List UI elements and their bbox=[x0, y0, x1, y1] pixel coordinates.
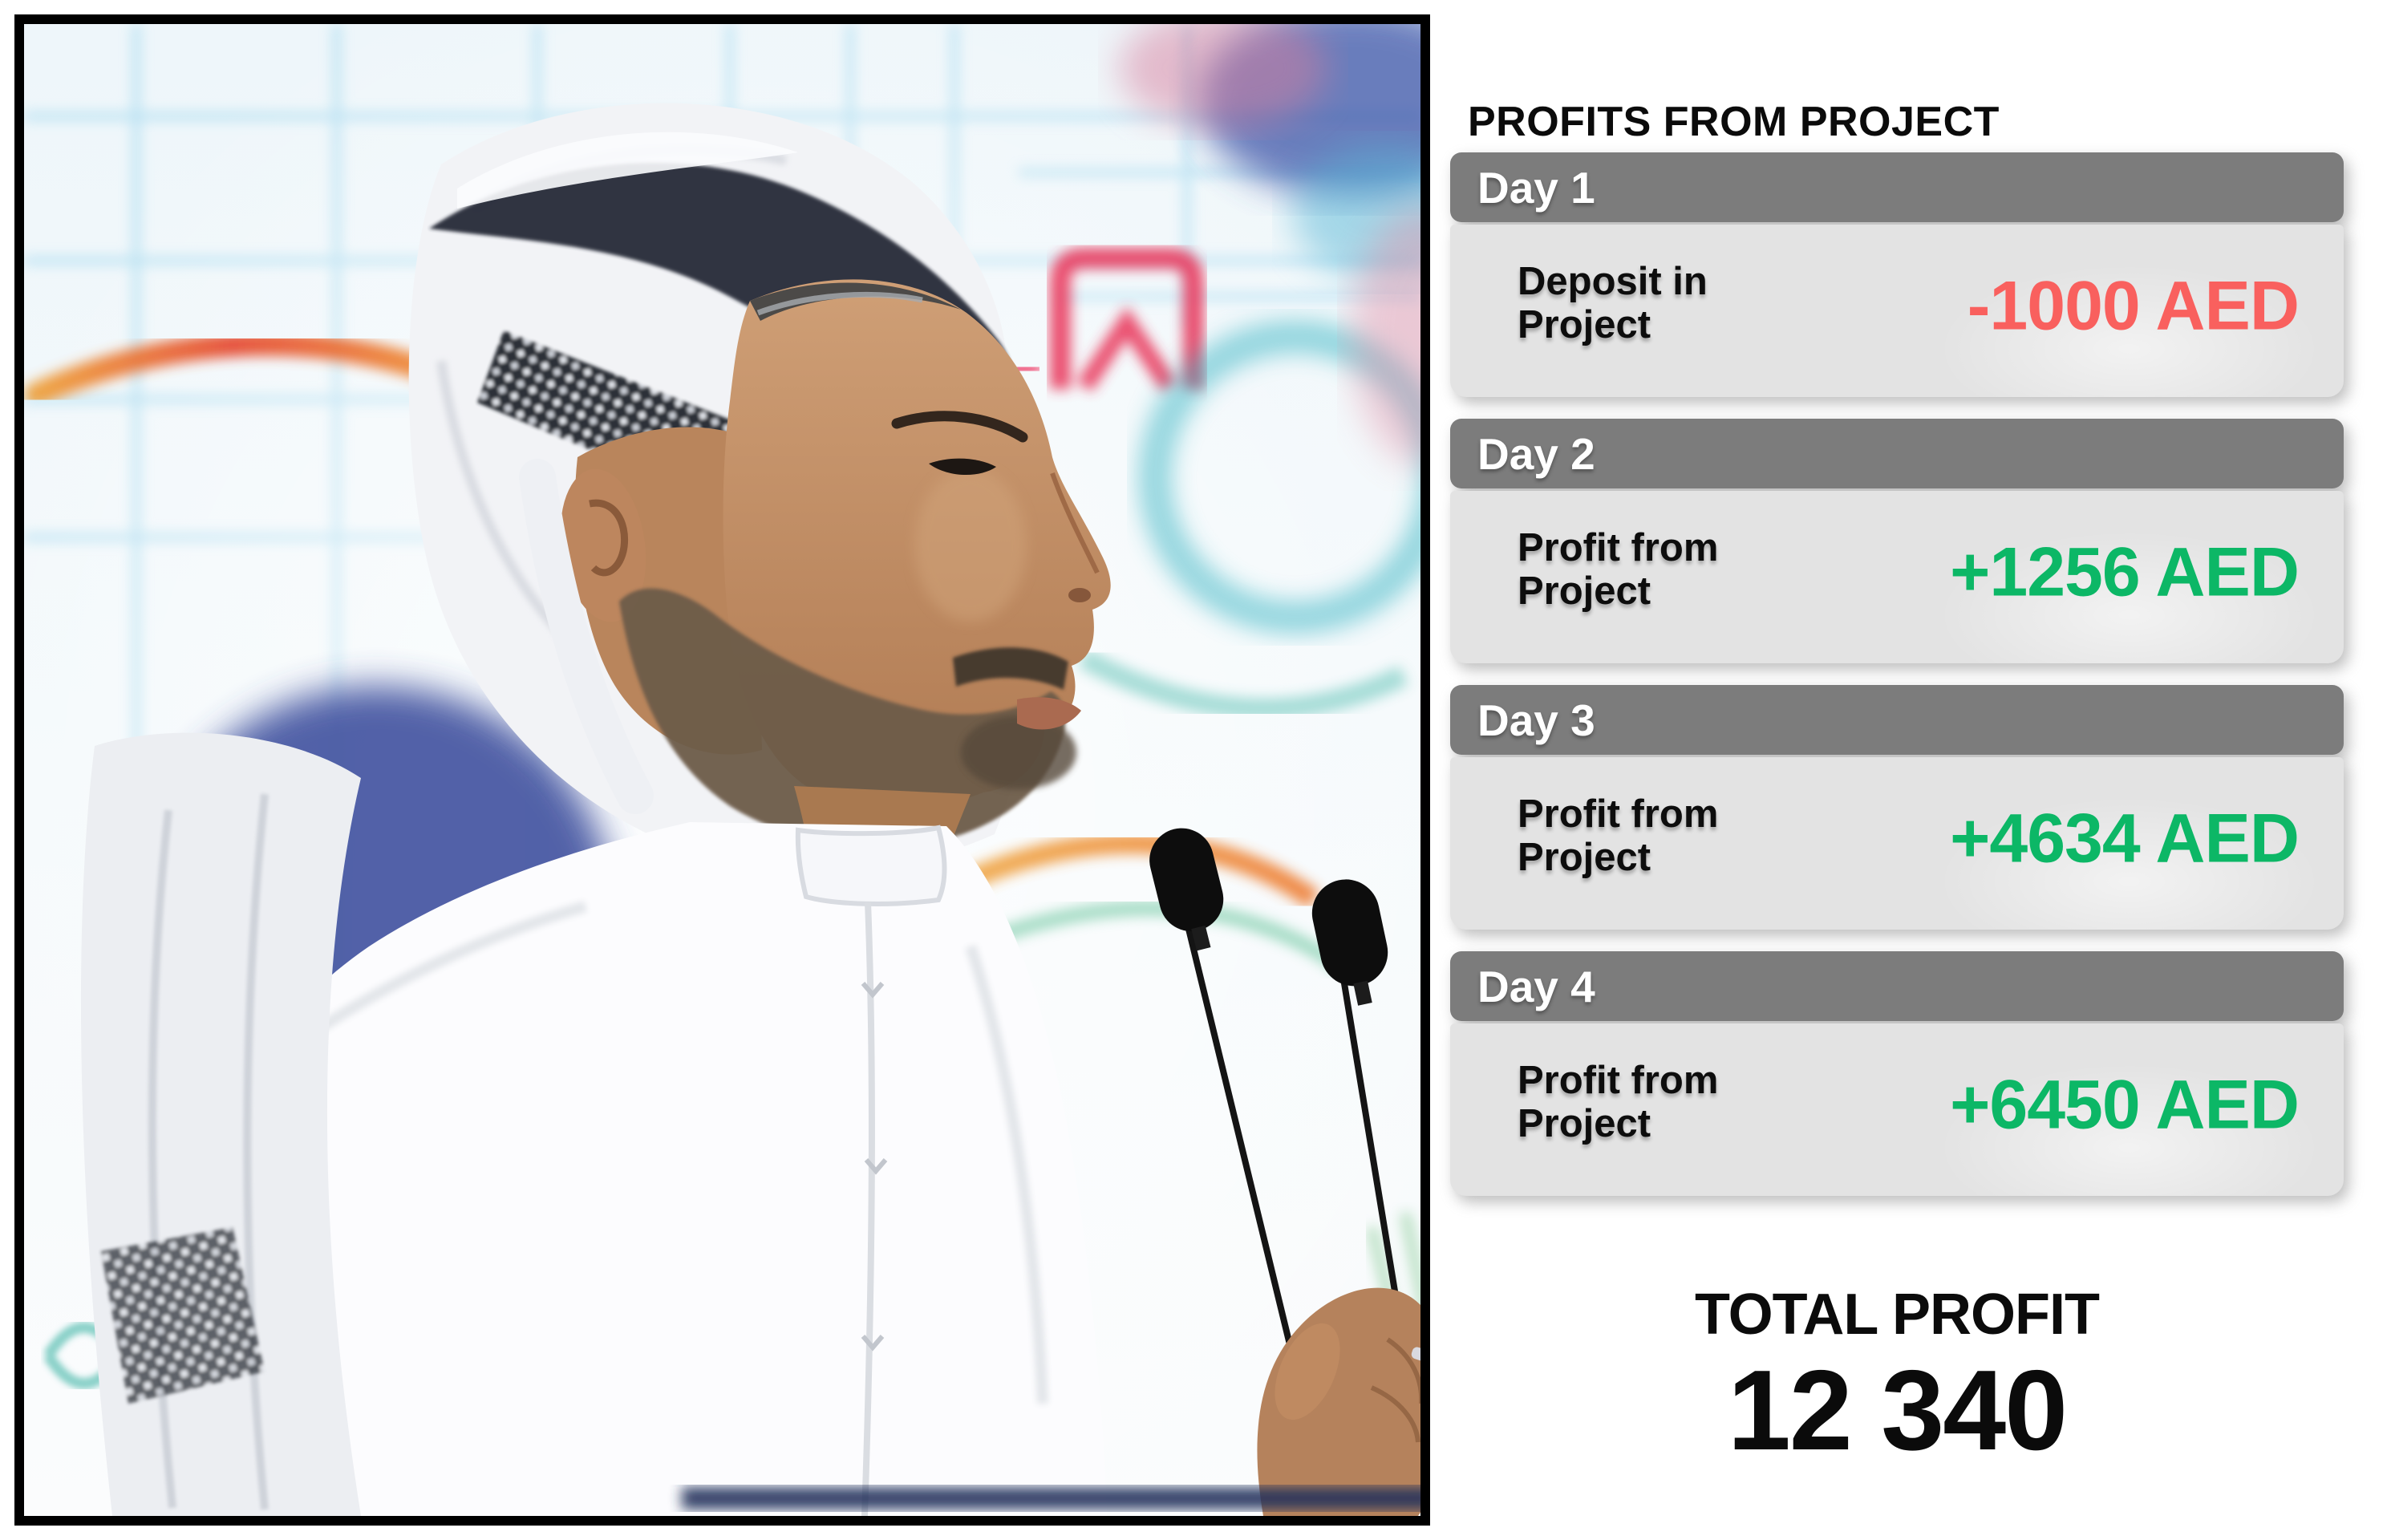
entry-label: Profit from Project bbox=[1518, 792, 1718, 879]
nose-line bbox=[1050, 472, 1100, 574]
day-card: Day 3 Profit from Project +4634 AED bbox=[1450, 685, 2344, 930]
entry-label-line1: Profit from bbox=[1518, 792, 1719, 836]
scarf-front-edge bbox=[519, 459, 654, 814]
eyebrow bbox=[891, 411, 1028, 443]
day-card-body: Profit from Project +4634 AED bbox=[1450, 757, 2344, 930]
day-card: Day 4 Profit from Project +6450 AED bbox=[1450, 951, 2344, 1196]
entry-label-line1: Deposit in bbox=[1518, 260, 1708, 303]
eye bbox=[929, 458, 996, 476]
microphone-right-icon bbox=[1311, 879, 1420, 1468]
placket bbox=[861, 902, 875, 1516]
entry-label: Profit from Project bbox=[1518, 1059, 1718, 1145]
orange-arc-left bbox=[24, 331, 441, 407]
ghutra-drape bbox=[80, 732, 361, 1516]
collar bbox=[795, 825, 947, 906]
amount-value: +4634 AED bbox=[1950, 800, 2300, 877]
day-card-body: Profit from Project +1256 AED bbox=[1450, 491, 2344, 663]
hair-fringe bbox=[750, 282, 961, 321]
amount-value: -1000 AED bbox=[1967, 267, 2300, 345]
pink-blob-top-right bbox=[1119, 24, 1327, 128]
entry-label-line1: Profit from bbox=[1518, 526, 1719, 569]
entry-label-line2: Project bbox=[1518, 303, 1651, 346]
total-value: 12 340 bbox=[1727, 1347, 2068, 1475]
mustache bbox=[953, 647, 1068, 690]
photo-illustration bbox=[24, 24, 1420, 1516]
buttons bbox=[861, 982, 888, 1352]
entry-label-line2: Project bbox=[1518, 1102, 1651, 1145]
ghutra-mesh-tail bbox=[101, 1227, 265, 1404]
entry-label: Profit from Project bbox=[1518, 526, 1718, 613]
day-card-body: Deposit in Project -1000 AED bbox=[1450, 225, 2344, 397]
amount-value: +1256 AED bbox=[1950, 533, 2300, 611]
day-card-header: Day 3 bbox=[1450, 685, 2344, 755]
amount-value: +6450 AED bbox=[1950, 1066, 2300, 1144]
ghutra-highlight-fold bbox=[457, 132, 798, 209]
podium-edge bbox=[682, 1487, 1420, 1510]
day-card-header: Day 2 bbox=[1450, 419, 2344, 488]
day-card-header: Day 4 bbox=[1450, 951, 2344, 1021]
teal-arc bbox=[1077, 648, 1408, 719]
beard bbox=[619, 588, 1066, 847]
total-block: TOTAL PROFIT 12 340 bbox=[1450, 1280, 2344, 1468]
photo bbox=[14, 14, 1430, 1526]
nostril bbox=[1068, 588, 1091, 602]
pink-blob-right-edge bbox=[1352, 209, 1420, 465]
day-card: Day 1 Deposit in Project -1000 AED bbox=[1450, 152, 2344, 397]
cheek-highlight bbox=[914, 469, 1027, 622]
day-label: Day 2 bbox=[1477, 428, 1595, 479]
entry-label-line2: Project bbox=[1518, 569, 1651, 613]
total-label: TOTAL PROFIT bbox=[1695, 1283, 2100, 1347]
entry-label-line2: Project bbox=[1518, 836, 1651, 879]
hand bbox=[1257, 1287, 1420, 1516]
ear bbox=[560, 468, 646, 622]
red-arch-sketch bbox=[1050, 248, 1204, 392]
day-card-header: Day 1 bbox=[1450, 152, 2344, 222]
entry-label-line1: Profit from bbox=[1518, 1059, 1719, 1102]
lips bbox=[1017, 697, 1081, 730]
day-label: Day 4 bbox=[1477, 961, 1595, 1011]
day-label: Day 1 bbox=[1477, 162, 1595, 213]
day-label: Day 3 bbox=[1477, 695, 1595, 745]
entry-label: Deposit in Project bbox=[1518, 260, 1708, 346]
day-card: Day 2 Profit from Project +1256 AED bbox=[1450, 419, 2344, 663]
orange-arc-right bbox=[923, 833, 1320, 910]
teal-ring bbox=[1138, 320, 1420, 634]
panel-title: PROFITS FROM PROJECT bbox=[1468, 98, 2000, 145]
speaker-figure bbox=[80, 103, 1420, 1516]
day-card-body: Profit from Project +6450 AED bbox=[1450, 1023, 2344, 1196]
